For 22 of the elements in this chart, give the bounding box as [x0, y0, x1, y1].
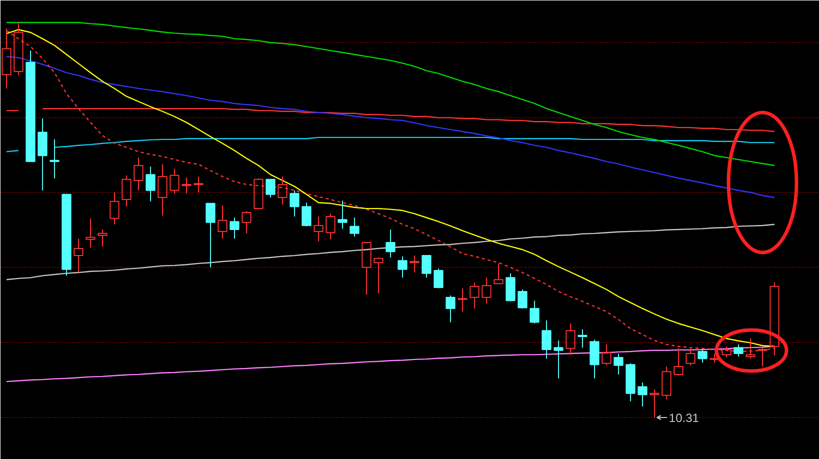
candlestick — [158, 164, 168, 216]
candlestick — [458, 288, 468, 312]
candlestick — [578, 328, 588, 348]
candlestick — [38, 118, 48, 191]
candlestick — [146, 166, 156, 202]
candlestick — [182, 176, 192, 194]
candlestick — [110, 192, 120, 225]
candlestick — [554, 340, 564, 379]
candlestick — [542, 320, 552, 360]
candlestick — [278, 176, 288, 206]
candlestick — [194, 176, 204, 193]
candlestick — [134, 157, 144, 191]
candlestick — [74, 238, 84, 274]
candlestick — [86, 218, 96, 248]
candlestick — [410, 255, 420, 274]
candlestick — [386, 228, 396, 258]
candlestick — [326, 213, 336, 240]
annotation: 10.31 — [668, 411, 700, 425]
candlestick — [314, 216, 324, 242]
candlestick — [50, 138, 60, 180]
candlestick — [482, 277, 492, 304]
candlestick — [218, 204, 228, 240]
